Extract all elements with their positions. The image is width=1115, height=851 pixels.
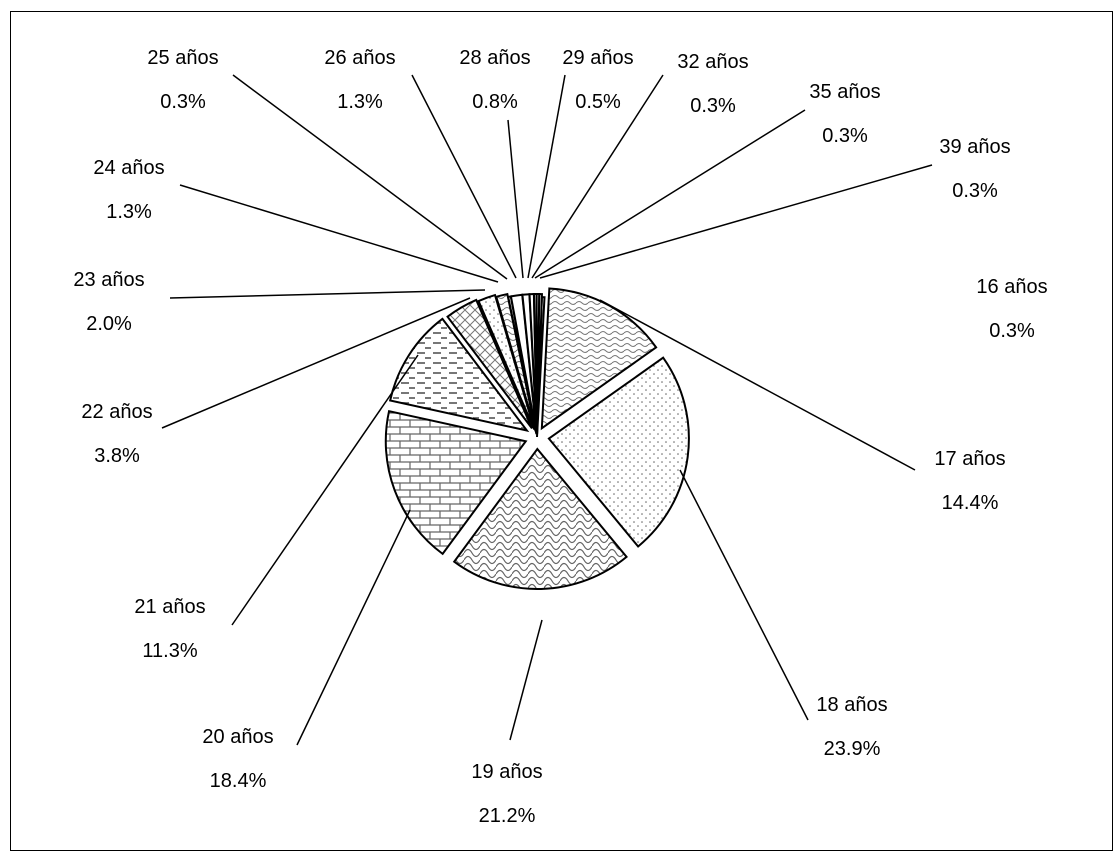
leader-line bbox=[161, 297, 471, 429]
pie-slice bbox=[452, 447, 628, 590]
pie-slice bbox=[477, 293, 536, 430]
leader-line bbox=[599, 299, 916, 471]
slice-label: 20 años bbox=[202, 726, 273, 748]
slice-percent-label: 23.9% bbox=[824, 738, 881, 760]
slice-percent-label: 0.3% bbox=[690, 95, 736, 117]
slice-percent-label: 0.8% bbox=[472, 91, 518, 113]
leader-line bbox=[232, 74, 508, 280]
leader-line bbox=[527, 74, 566, 279]
slice-percent-label: 0.3% bbox=[160, 91, 206, 113]
slice-label: 18 años bbox=[816, 694, 887, 716]
leader-line bbox=[509, 619, 543, 741]
slice-label: 28 años bbox=[459, 47, 530, 69]
slice-percent-label: 0.3% bbox=[989, 320, 1035, 342]
slice-percent-label: 21.2% bbox=[479, 805, 536, 827]
slice-label: 22 años bbox=[81, 401, 152, 423]
slice-percent-label: 0.3% bbox=[952, 180, 998, 202]
pie-slice bbox=[495, 292, 537, 432]
slice-label: 17 años bbox=[934, 448, 1005, 470]
leader-line bbox=[539, 164, 933, 279]
pie-slice bbox=[446, 298, 533, 429]
slice-percent-label: 1.3% bbox=[337, 91, 383, 113]
slice-label: 26 años bbox=[324, 47, 395, 69]
slice-label: 19 años bbox=[471, 761, 542, 783]
slice-label: 25 años bbox=[147, 47, 218, 69]
slice-label: 24 años bbox=[93, 157, 164, 179]
slice-label: 29 años bbox=[562, 47, 633, 69]
leader-line bbox=[296, 509, 411, 746]
leader-line bbox=[231, 354, 419, 626]
slice-label: 23 años bbox=[73, 269, 144, 291]
slice-percent-label: 0.3% bbox=[822, 125, 868, 147]
slice-label: 32 años bbox=[677, 51, 748, 73]
slice-percent-label: 0.5% bbox=[575, 91, 621, 113]
pie-slice bbox=[384, 409, 528, 556]
leader-line bbox=[679, 469, 809, 721]
slice-percent-label: 11.3% bbox=[142, 640, 197, 662]
pie-slice bbox=[547, 356, 690, 548]
leader-line bbox=[531, 74, 664, 279]
pie-slice bbox=[388, 317, 530, 433]
slice-label: 35 años bbox=[809, 81, 880, 103]
slice-percent-label: 1.3% bbox=[106, 201, 152, 223]
slice-percent-label: 14.4% bbox=[942, 492, 999, 514]
leader-line bbox=[179, 184, 499, 283]
slice-label: 21 años bbox=[134, 596, 205, 618]
leader-line bbox=[507, 119, 524, 279]
slice-label: 39 años bbox=[939, 136, 1010, 158]
leader-line bbox=[534, 109, 806, 279]
leader-line bbox=[169, 289, 486, 299]
pie-slice bbox=[536, 293, 543, 435]
slice-label: 16 años bbox=[976, 276, 1047, 298]
slice-percent-label: 3.8% bbox=[94, 445, 140, 467]
leader-line bbox=[411, 74, 517, 279]
slice-percent-label: 18.4% bbox=[210, 770, 267, 792]
slice-percent-label: 2.0% bbox=[86, 313, 132, 335]
